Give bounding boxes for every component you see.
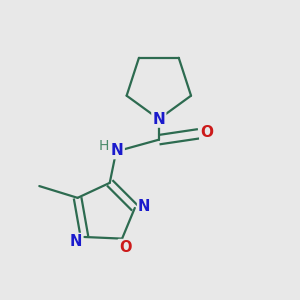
Text: N: N bbox=[70, 234, 82, 249]
Text: H: H bbox=[99, 139, 109, 153]
Text: N: N bbox=[152, 112, 165, 127]
Text: N: N bbox=[138, 199, 150, 214]
Text: N: N bbox=[111, 143, 124, 158]
Text: O: O bbox=[200, 125, 213, 140]
Text: O: O bbox=[119, 240, 131, 255]
